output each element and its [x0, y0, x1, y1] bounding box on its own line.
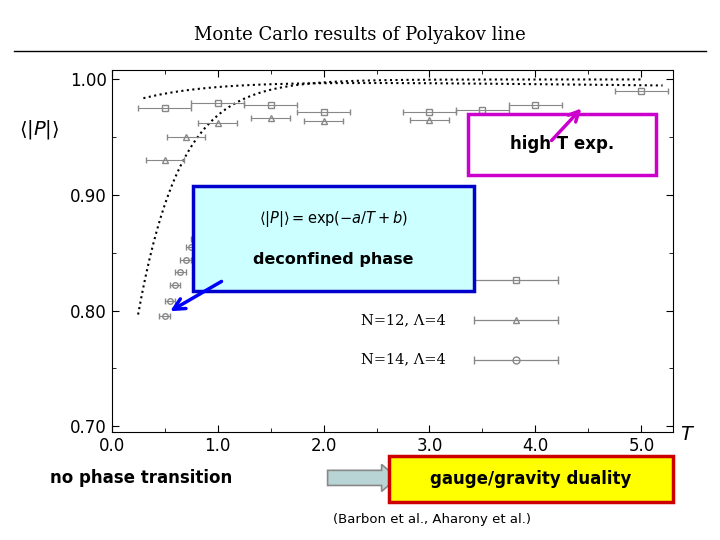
Text: Monte Carlo results of Polyakov line: Monte Carlo results of Polyakov line	[194, 26, 526, 44]
Text: (Barbon et al., Aharony et al.): (Barbon et al., Aharony et al.)	[333, 513, 531, 526]
Text: $\langle|P|\rangle = \exp(-a/T + b)$: $\langle|P|\rangle = \exp(-a/T + b)$	[258, 209, 408, 229]
FancyBboxPatch shape	[468, 113, 657, 175]
Text: N=12, Λ=4: N=12, Λ=4	[361, 313, 446, 327]
Text: gauge/gravity duality: gauge/gravity duality	[431, 470, 631, 488]
Text: deconfined phase: deconfined phase	[253, 252, 414, 267]
FancyBboxPatch shape	[193, 186, 474, 291]
Text: no phase transition: no phase transition	[50, 469, 233, 487]
Text: $T$: $T$	[680, 426, 696, 444]
Text: high T exp.: high T exp.	[510, 136, 614, 153]
Text: $\langle|P|\rangle$: $\langle|P|\rangle$	[19, 118, 60, 141]
Text: N=8, Λ=2: N=8, Λ=2	[370, 273, 446, 287]
Text: N=14, Λ=4: N=14, Λ=4	[361, 353, 446, 367]
FancyArrow shape	[328, 464, 397, 491]
